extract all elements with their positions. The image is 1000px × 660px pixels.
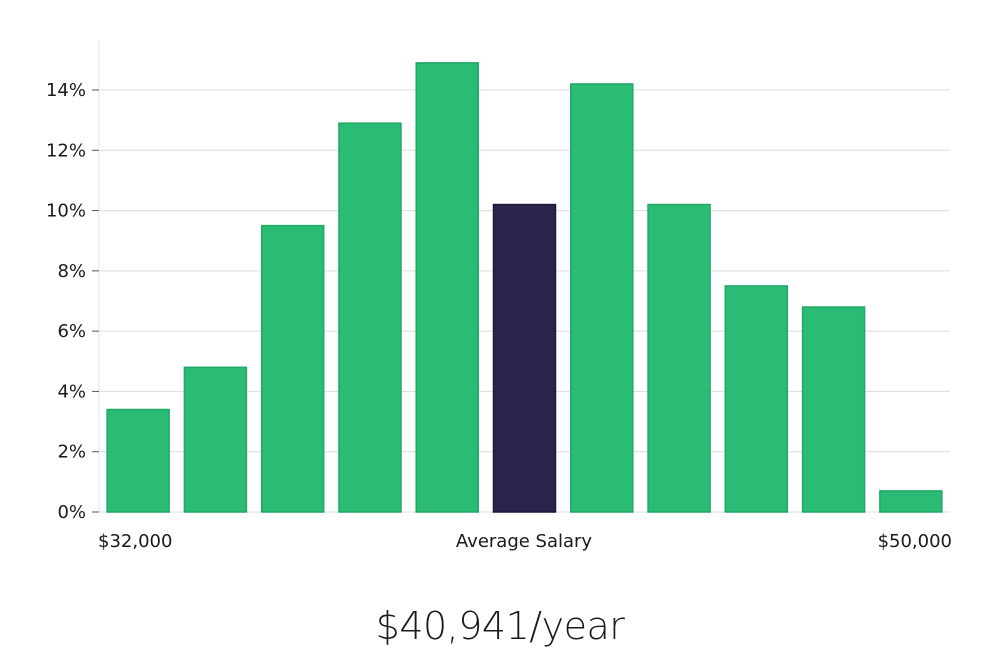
average-salary-value: $40,941/year <box>375 604 625 648</box>
y-tick-label: 6% <box>57 321 86 342</box>
y-tick-label: 8% <box>57 261 86 282</box>
bar <box>724 285 789 513</box>
bar <box>338 122 402 513</box>
x-axis-title: Average Salary <box>456 531 593 552</box>
y-tick-label: 2% <box>57 442 86 463</box>
salary-histogram: 0% 2% 4% 6% 8% 10% 12% 14% $32,000 Average Sala… <box>46 40 952 552</box>
y-tick-label: 10% <box>46 201 86 222</box>
bar <box>260 224 325 513</box>
bar <box>415 62 479 513</box>
bar <box>647 203 711 513</box>
bar-highlighted <box>492 203 557 513</box>
y-tick-label: 12% <box>46 140 86 161</box>
bar <box>801 306 866 513</box>
x-axis-labels: $32,000 Average Salary $50,000 <box>98 531 952 552</box>
x-max-label: $50,000 <box>878 531 952 552</box>
bar <box>183 366 248 513</box>
bar <box>570 83 634 513</box>
y-tick-label: 0% <box>57 502 86 523</box>
bar <box>879 490 943 513</box>
bars <box>106 62 943 513</box>
y-tick-labels: 0% 2% 4% 6% 8% 10% 12% 14% <box>46 80 99 523</box>
y-tick-label: 14% <box>46 80 86 101</box>
bar <box>106 408 170 513</box>
y-tick-label: 4% <box>57 381 86 402</box>
x-min-label: $32,000 <box>98 531 172 552</box>
